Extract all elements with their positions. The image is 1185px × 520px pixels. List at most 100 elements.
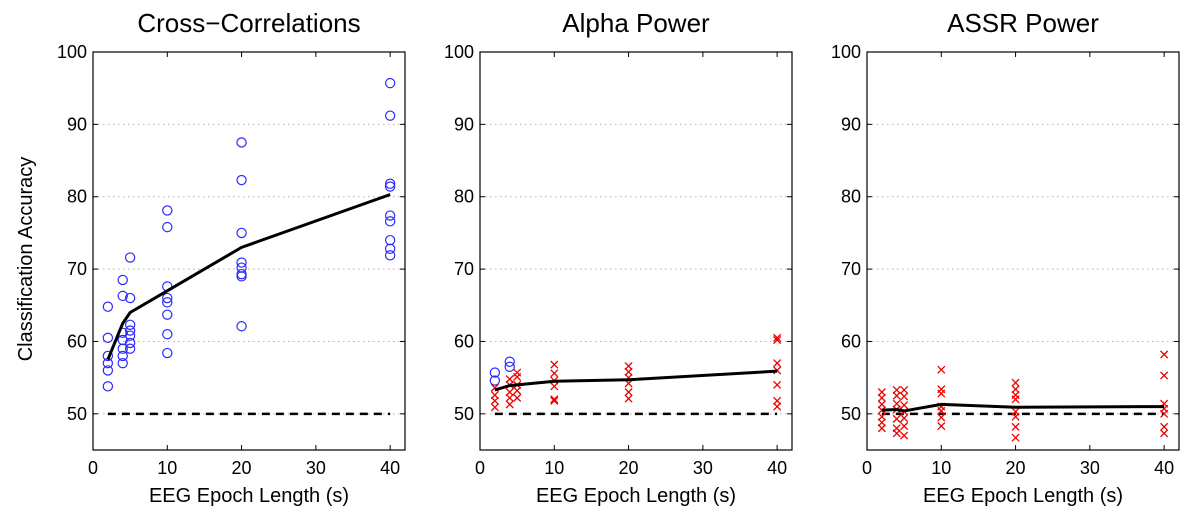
- mean-line: [881, 402, 1165, 413]
- x-tick-label: 20: [232, 458, 252, 478]
- data-point: [489, 367, 501, 378]
- data-point: [162, 205, 173, 216]
- x-tick-label: 0: [862, 458, 872, 478]
- panel-2: 50 60 70 80 90 100 0 10 20 30 40 Alpha Power EEG Epo…: [444, 8, 793, 507]
- x-tick-label: 0: [475, 458, 485, 478]
- data-point: [124, 252, 136, 263]
- data-point: [892, 399, 901, 408]
- data-point: [900, 392, 909, 401]
- data-point: [877, 406, 886, 415]
- data-point: [236, 174, 247, 186]
- data-point: [384, 234, 396, 246]
- data-point: [513, 386, 522, 395]
- x-axis-label: EEG Epoch Length (s): [149, 485, 349, 507]
- x-tick-label: 20: [1006, 458, 1026, 478]
- y-tick-label: 100: [57, 42, 87, 62]
- data-point: [162, 309, 173, 320]
- data-point: [1160, 422, 1169, 431]
- data-point: [773, 366, 782, 375]
- data-point: [624, 388, 633, 397]
- data-point: [892, 391, 901, 400]
- axes-frame: [92, 51, 406, 451]
- data-point: [900, 422, 909, 431]
- data-point: [624, 361, 633, 371]
- data-point: [937, 406, 946, 415]
- data-point: [1011, 385, 1020, 394]
- data-point: [162, 329, 173, 340]
- panel-3: 50 60 70 80 90 100 0 10 20 30 40 ASSR Power EEG Epoc…: [831, 8, 1180, 507]
- panel-1: 50 60 70 80 90 100 0 10 20 30 40 Cross−Correlations…: [57, 8, 406, 507]
- data-point: [892, 414, 901, 423]
- data-point: [773, 359, 782, 368]
- axes-frame: [479, 51, 793, 451]
- data-point: [877, 412, 886, 421]
- data-point: [236, 268, 247, 280]
- data-point: [489, 375, 501, 386]
- mean-line: [494, 369, 778, 392]
- y-tick-label: 60: [454, 331, 474, 351]
- data-point: [102, 350, 114, 362]
- data-point: [490, 403, 499, 412]
- y-tick-label: 80: [67, 187, 87, 207]
- x-tick-label: 40: [380, 458, 400, 478]
- data-point: [1011, 378, 1020, 387]
- chart-title: ASSR Power: [947, 8, 1099, 38]
- data-point: [1011, 422, 1020, 431]
- data-point: [102, 332, 114, 344]
- data-point: [900, 401, 909, 410]
- data-point: [937, 389, 946, 398]
- y-tick-label: 50: [67, 404, 87, 424]
- data-point: [877, 393, 886, 402]
- data-point: [900, 431, 909, 440]
- data-point: [877, 424, 886, 433]
- chart-title: Alpha Power: [562, 8, 710, 38]
- data-point: [624, 367, 633, 376]
- data-point: [1160, 371, 1169, 380]
- data-point: [124, 330, 136, 341]
- data-point: [124, 292, 136, 304]
- data-point: [1011, 412, 1020, 421]
- data-point: [117, 343, 128, 354]
- data-point: [937, 413, 946, 422]
- data-point: [162, 297, 173, 308]
- data-point: [490, 390, 499, 400]
- x-tick-label: 10: [157, 458, 177, 478]
- data-point: [124, 343, 136, 354]
- data-point: [550, 396, 559, 405]
- data-point: [117, 357, 128, 369]
- data-point: [1011, 395, 1020, 404]
- y-tick-label: 60: [841, 331, 861, 351]
- axes-frame: [866, 51, 1180, 451]
- y-tick-label: 90: [454, 114, 474, 134]
- data-point: [505, 375, 514, 384]
- data-point: [892, 385, 901, 394]
- data-point: [384, 110, 396, 121]
- data-point: [550, 369, 559, 378]
- data-point: [877, 418, 886, 427]
- data-point: [102, 365, 114, 376]
- data-point: [117, 274, 128, 286]
- data-point: [1011, 433, 1020, 442]
- data-point: [102, 381, 114, 392]
- y-tick-label: 80: [454, 187, 474, 207]
- y-tick-label: 70: [454, 259, 474, 279]
- data-point: [236, 321, 247, 332]
- data-point: [624, 394, 633, 403]
- data-point: [892, 429, 901, 438]
- data-point: [877, 388, 886, 397]
- data-point: [102, 301, 114, 312]
- x-tick-label: 30: [693, 458, 713, 478]
- data-point: [773, 396, 782, 405]
- data-point: [117, 290, 128, 302]
- data-point: [900, 414, 909, 423]
- data-point: [117, 350, 128, 362]
- data-point: [236, 227, 247, 239]
- data-point: [1160, 409, 1169, 418]
- data-point: [550, 382, 559, 391]
- data-point: [384, 178, 396, 189]
- data-point: [162, 347, 173, 359]
- x-tick-label: 30: [1080, 458, 1100, 478]
- x-axis-label: EEG Epoch Length (s): [536, 485, 736, 507]
